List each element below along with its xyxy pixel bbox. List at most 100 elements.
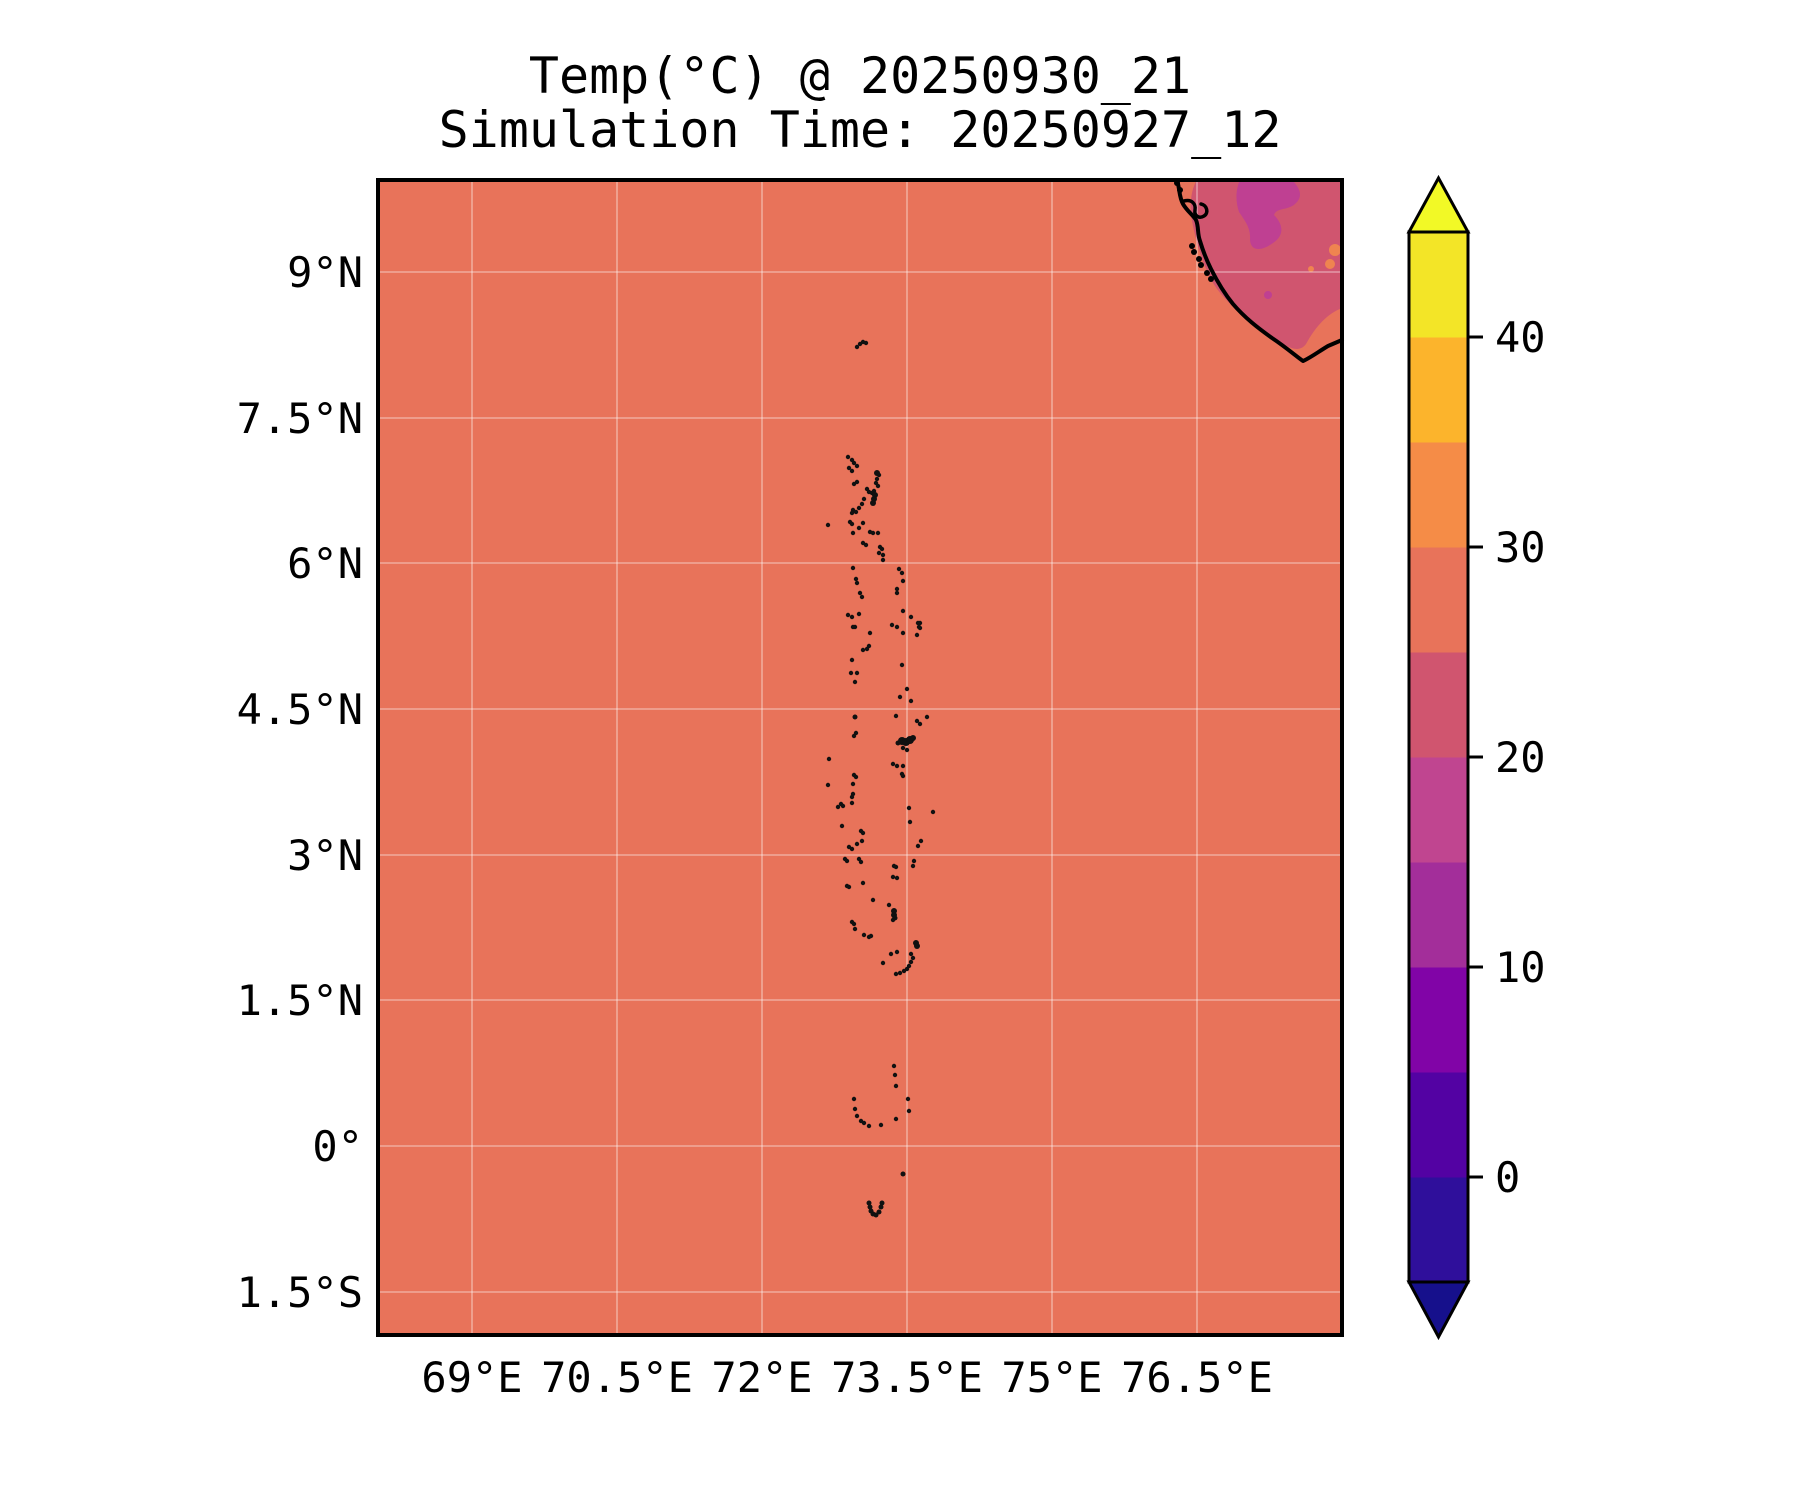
island-dot — [870, 530, 876, 536]
island-dot — [914, 632, 920, 638]
x-tick-label: 75°E — [1001, 1353, 1102, 1402]
island-dot — [852, 679, 858, 685]
island-dot — [900, 745, 906, 751]
coast-mark — [1204, 270, 1210, 276]
island-dot — [852, 926, 858, 932]
island-dot — [854, 670, 860, 676]
x-tick-label: 69°E — [421, 1353, 522, 1402]
map-plot — [376, 178, 1344, 1337]
island-dot — [866, 1123, 872, 1129]
island-dot — [851, 1096, 857, 1102]
island-dot — [906, 1108, 912, 1114]
island-dot — [899, 570, 905, 576]
colorbar-band — [1409, 232, 1468, 338]
island-dot — [854, 580, 860, 586]
island-dot — [904, 747, 910, 753]
island-dot — [897, 970, 903, 976]
island-dot — [850, 530, 856, 536]
island-dot — [854, 463, 860, 469]
island-dot — [863, 340, 869, 346]
island-dot — [845, 454, 851, 460]
island-dot — [860, 520, 866, 526]
island-dot — [859, 501, 865, 507]
maldives-islands — [825, 339, 936, 1218]
island-dot — [890, 874, 896, 880]
island-dot — [908, 698, 914, 704]
coastline-marks — [1174, 180, 1214, 282]
island-dot — [875, 483, 881, 489]
island-dot — [854, 344, 860, 350]
colorbar-under-arrow — [1406, 1280, 1471, 1341]
island-dot — [908, 951, 914, 957]
island-dot — [910, 955, 916, 961]
warm-spot — [1329, 244, 1341, 256]
island-dot — [853, 576, 859, 582]
island-dot — [890, 917, 896, 923]
island-dot — [856, 611, 862, 617]
island-dot — [851, 460, 857, 466]
island-dot — [896, 566, 902, 572]
colorbar-band — [1409, 757, 1468, 863]
island-dot — [839, 823, 845, 829]
y-tick-label: 4.5°N — [237, 685, 363, 734]
island-dot — [878, 1204, 884, 1210]
island-dot — [853, 509, 859, 515]
island-dot — [849, 510, 855, 516]
island-dot — [900, 773, 906, 779]
coast-mark — [1177, 187, 1183, 193]
island-dot — [878, 1122, 884, 1128]
island-dot — [861, 496, 867, 502]
island-dot — [849, 468, 855, 474]
y-tick-label: 6°N — [287, 539, 363, 588]
island-dot — [904, 686, 910, 692]
island-dot — [849, 657, 855, 663]
island-dot — [851, 921, 857, 927]
colorbar-band — [1409, 652, 1468, 758]
island-dot — [866, 934, 872, 940]
island-dot — [853, 774, 859, 780]
island-dot — [852, 1106, 858, 1112]
island-dot — [859, 594, 865, 600]
colorbar-tick-label: 10 — [1495, 943, 1546, 992]
coast-mark — [1189, 243, 1195, 249]
colorbar-band — [1409, 967, 1468, 1073]
island-dot — [864, 646, 870, 652]
island-dot — [826, 756, 832, 762]
island-dot — [907, 819, 913, 825]
figure-subtitle: Simulation Time: 20250927_12 — [439, 101, 1282, 159]
island-dot — [893, 971, 899, 977]
island-dot — [861, 932, 867, 938]
island-dot — [894, 875, 900, 881]
island-dot — [848, 670, 854, 676]
island-dot — [900, 630, 906, 636]
island-dot — [857, 590, 863, 596]
island-dot — [850, 781, 856, 787]
island-dot — [867, 1204, 873, 1210]
colorbar-band — [1409, 1072, 1468, 1178]
island-dot — [866, 1200, 872, 1206]
colorbar-over-arrow — [1406, 174, 1471, 234]
island-dot — [880, 552, 886, 558]
island-dot — [850, 624, 856, 630]
island-dot — [851, 481, 857, 487]
colorbar-band — [1409, 442, 1468, 548]
island-dot — [876, 550, 882, 556]
x-tick-label: 73.5°E — [831, 1353, 983, 1402]
island-dot — [849, 794, 855, 800]
island-dot — [825, 522, 831, 528]
island-dot — [835, 804, 841, 810]
island-dot — [876, 1209, 882, 1215]
island-dot — [900, 1171, 906, 1177]
island-dot — [856, 505, 862, 511]
island-dot — [851, 733, 857, 739]
island-dot — [825, 782, 831, 788]
island-dot — [900, 578, 906, 584]
island-dot — [894, 624, 900, 630]
island-dot — [894, 590, 900, 596]
island-dot — [861, 1120, 867, 1126]
colorbar-tick-label: 20 — [1495, 733, 1546, 782]
island-dot — [910, 863, 916, 869]
island-dot — [897, 694, 903, 700]
coast-mark — [1196, 256, 1202, 262]
island-dot — [858, 859, 864, 865]
